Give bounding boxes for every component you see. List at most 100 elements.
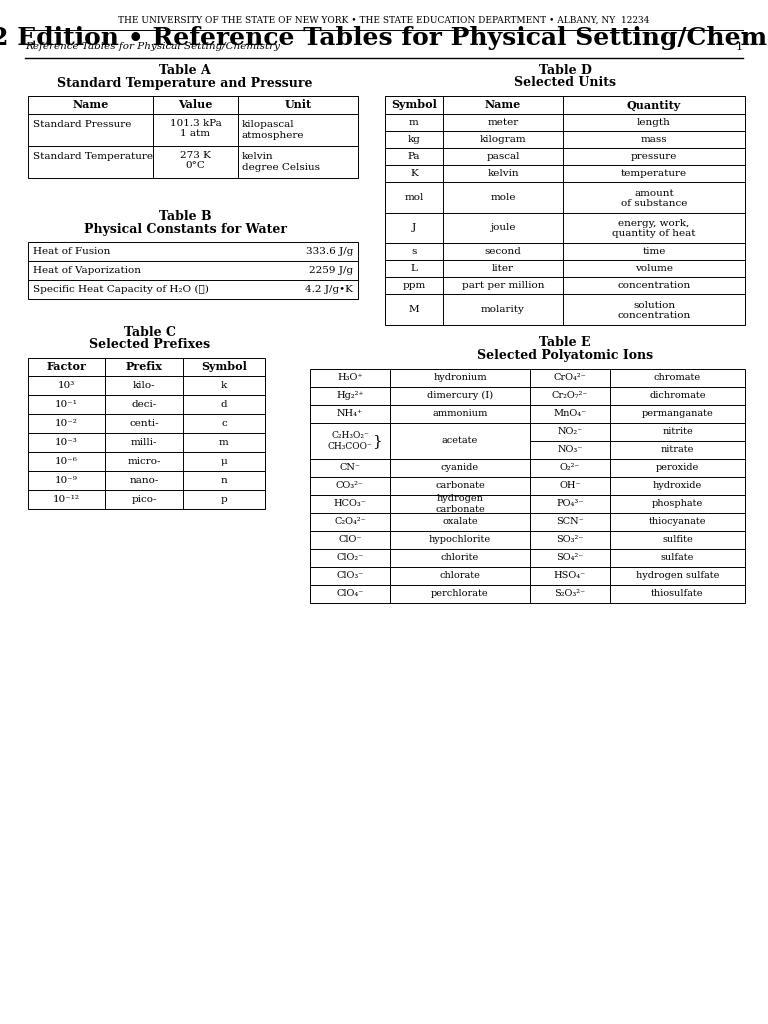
Text: Table C: Table C [124, 326, 176, 339]
Text: 10⁻¹²: 10⁻¹² [53, 495, 80, 504]
Bar [28, 242, 358, 299]
Text: nano-: nano- [129, 476, 159, 485]
Text: PO₄³⁻: PO₄³⁻ [556, 500, 584, 508]
Text: concentration: concentration [617, 282, 690, 290]
Text: 10⁻²: 10⁻² [55, 419, 78, 428]
Text: }: } [372, 434, 382, 447]
Text: NO₂⁻: NO₂⁻ [558, 427, 583, 436]
Text: kilo-: kilo- [133, 381, 155, 390]
Text: deci-: deci- [131, 400, 157, 409]
Text: kelvin: kelvin [487, 169, 519, 178]
Text: ClO₄⁻: ClO₄⁻ [336, 589, 364, 598]
Text: Symbol: Symbol [201, 361, 247, 373]
Text: ClO₂⁻: ClO₂⁻ [336, 553, 363, 562]
Text: K: K [410, 169, 418, 178]
Text: n: n [220, 476, 227, 485]
Text: Prefix: Prefix [125, 361, 163, 373]
Text: s: s [412, 247, 417, 256]
Text: d: d [220, 400, 227, 409]
Text: Value: Value [178, 99, 213, 111]
Bar [385, 96, 745, 325]
Text: Name: Name [485, 99, 521, 111]
Text: CO₃²⁻: CO₃²⁻ [336, 481, 364, 490]
Text: Table B: Table B [159, 210, 211, 222]
Text: Table D: Table D [538, 63, 591, 77]
Text: mole: mole [490, 193, 516, 202]
Text: 10⁻¹: 10⁻¹ [55, 400, 78, 409]
Text: kelvin: kelvin [242, 152, 273, 161]
Text: dimercury (I): dimercury (I) [427, 391, 493, 400]
Text: part per million: part per million [462, 282, 545, 290]
Text: Heat of Vaporization: Heat of Vaporization [33, 266, 141, 275]
Text: concentration: concentration [617, 311, 690, 319]
Text: kilogram: kilogram [480, 135, 526, 144]
Text: p: p [220, 495, 227, 504]
Text: micro-: micro- [127, 457, 161, 466]
Text: NH₄⁺: NH₄⁺ [337, 410, 363, 418]
Text: MnO₄⁻: MnO₄⁻ [554, 410, 587, 418]
Text: Standard Temperature: Standard Temperature [33, 152, 153, 161]
Text: Selected Prefixes: Selected Prefixes [89, 339, 210, 351]
Text: Heat of Fusion: Heat of Fusion [33, 247, 111, 256]
Text: joule: joule [490, 223, 516, 232]
Text: of substance: of substance [621, 199, 687, 208]
Text: quantity of heat: quantity of heat [612, 229, 696, 239]
Text: C₂O₄²⁻: C₂O₄²⁻ [334, 517, 366, 526]
Text: hydrogen sulfate: hydrogen sulfate [636, 571, 719, 581]
Text: chromate: chromate [654, 374, 701, 382]
Text: kilopascal: kilopascal [242, 120, 295, 129]
Text: energy, work,: energy, work, [618, 219, 690, 228]
Text: Unit: Unit [284, 99, 312, 111]
Text: hydronium: hydronium [433, 374, 487, 382]
Text: 1 atm: 1 atm [180, 129, 210, 138]
Text: C₂H₃O₂⁻: C₂H₃O₂⁻ [331, 431, 369, 440]
Text: Selected Units: Selected Units [514, 77, 616, 89]
Text: molarity: molarity [481, 305, 525, 314]
Text: m: m [219, 438, 229, 447]
Text: CN⁻: CN⁻ [339, 463, 360, 472]
Text: 2259 J/g: 2259 J/g [309, 266, 353, 275]
Text: 1: 1 [736, 42, 743, 52]
Text: acetate: acetate [442, 436, 478, 445]
Text: nitrate: nitrate [660, 445, 694, 455]
Text: sulfite: sulfite [662, 536, 693, 545]
Text: liter: liter [492, 264, 514, 273]
Text: Pa: Pa [408, 152, 420, 161]
Text: pressure: pressure [631, 152, 677, 161]
Text: permanganate: permanganate [641, 410, 713, 418]
Bar [28, 96, 358, 178]
Text: μ: μ [220, 457, 227, 466]
Text: k: k [221, 381, 227, 390]
Text: mass: mass [641, 135, 667, 144]
Text: ClO⁻: ClO⁻ [338, 536, 362, 545]
Text: Quantity: Quantity [627, 99, 681, 111]
Text: ppm: ppm [402, 282, 425, 290]
Text: HCO₃⁻: HCO₃⁻ [333, 500, 366, 508]
Text: length: length [637, 118, 671, 127]
Text: carbonate: carbonate [435, 481, 485, 490]
Text: HSO₄⁻: HSO₄⁻ [554, 571, 586, 581]
Text: oxalate: oxalate [442, 517, 478, 526]
Text: perchlorate: perchlorate [431, 589, 488, 598]
Text: H₃O⁺: H₃O⁺ [337, 374, 362, 382]
Text: 10⁻³: 10⁻³ [55, 438, 78, 447]
Text: kg: kg [408, 135, 420, 144]
Text: nitrite: nitrite [662, 427, 693, 436]
Text: O₂²⁻: O₂²⁻ [560, 463, 581, 472]
Text: thiosulfate: thiosulfate [651, 589, 703, 598]
Text: 10³: 10³ [58, 381, 75, 390]
Text: 10⁻⁹: 10⁻⁹ [55, 476, 78, 485]
Text: Specific Heat Capacity of H₂O (ℓ): Specific Heat Capacity of H₂O (ℓ) [33, 285, 209, 294]
Text: OH⁻: OH⁻ [559, 481, 581, 490]
Text: 2002 Edition • Reference Tables for Physical Setting/Chemistry: 2002 Edition • Reference Tables for Phys… [0, 26, 768, 50]
Text: phosphate: phosphate [652, 500, 703, 508]
Text: ClO₃⁻: ClO₃⁻ [336, 571, 364, 581]
Text: Symbol: Symbol [391, 99, 437, 111]
Text: 0°C: 0°C [186, 162, 205, 171]
Text: Factor: Factor [47, 361, 87, 373]
Text: Hg₂²⁺: Hg₂²⁺ [336, 391, 364, 400]
Text: Reference Tables for Physical Setting/Chemistry: Reference Tables for Physical Setting/Ch… [25, 42, 280, 51]
Text: THE UNIVERSITY OF THE STATE OF NEW YORK • THE STATE EDUCATION DEPARTMENT • ALBAN: THE UNIVERSITY OF THE STATE OF NEW YORK … [118, 15, 650, 25]
Text: pascal: pascal [486, 152, 520, 161]
Text: 273 K: 273 K [180, 151, 211, 160]
